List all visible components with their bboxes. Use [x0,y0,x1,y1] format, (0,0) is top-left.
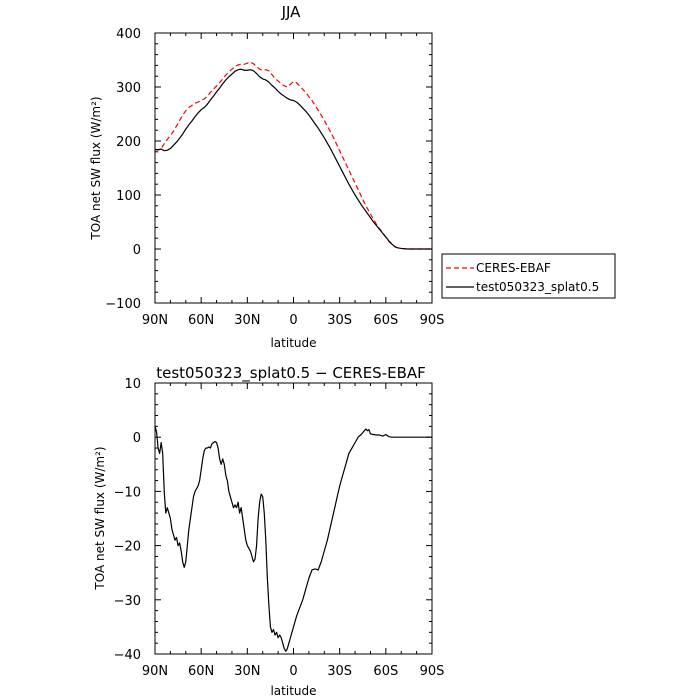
difference-panel: test050323_splat0.5 − CERES-EBAF 90N 60N 3… [93,364,444,698]
x-tick-label: 90N [142,664,168,679]
x-tick-label: 30S [327,664,352,679]
x-axis-label: latitude [270,336,316,350]
x-tick-label: 30N [234,313,260,328]
y-tick-label: 0 [133,243,141,258]
y-tick-label: −30 [114,594,141,609]
y-tick-label: 10 [124,377,141,392]
x-tick-label: 30N [234,664,260,679]
jja-flux-panel: JJA 90N 60N 30N 0 30S 60S 90S 400 300 200 100 0 −100… [89,3,616,350]
x-tick-label: 0 [289,313,297,328]
y-tick-label: −100 [105,297,141,312]
x-tick-label: 60N [188,313,214,328]
x-tick-label: 0 [289,664,297,679]
x-tick-label: 90N [142,313,168,328]
plot-frame [154,32,433,304]
series-line [154,61,432,250]
y-axis-label: TOA net SW flux (W/m²) [93,446,107,590]
x-tick-label: 30S [327,313,352,328]
series-layer [154,426,432,652]
series-layer [154,61,432,250]
x-tick-label: 60N [188,664,214,679]
y-tick-label: −40 [114,648,141,663]
panel-title: JJA [281,3,302,21]
y-axis-label: TOA net SW flux (W/m²) [89,96,103,240]
y-tick-label: 300 [116,81,141,96]
legend-label-model: test050323_splat0.5 [476,280,599,294]
axis-ticks: 90N 60N 30N 0 30S 60S 90S 10 0 −10 −20 −30 −40 [114,377,445,679]
y-tick-label: −10 [114,485,141,500]
x-tick-label: 60S [373,664,398,679]
legend-label-ceres: CERES-EBAF [476,261,551,275]
y-tick-label: −20 [114,540,141,555]
series-line [155,68,432,250]
axis-ticks: 90N 60N 30N 0 30S 60S 90S 400 300 200 100 0 −100 [105,27,444,328]
x-tick-label: 60S [373,313,398,328]
y-tick-label: 400 [116,27,141,42]
y-tick-label: 0 [133,431,141,446]
legend-box [441,253,616,299]
legend: CERES-EBAF test050323_splat0.5 [441,253,616,299]
series-line [154,426,432,652]
x-axis-label: latitude [270,684,316,698]
y-tick-label: 100 [116,189,141,204]
plot-frame [154,382,433,655]
y-tick-label: 200 [116,135,141,150]
x-tick-label: 90S [420,664,445,679]
x-tick-label: 90S [420,313,445,328]
panel-title: test050323_splat0.5 − CERES-EBAF [156,364,426,383]
